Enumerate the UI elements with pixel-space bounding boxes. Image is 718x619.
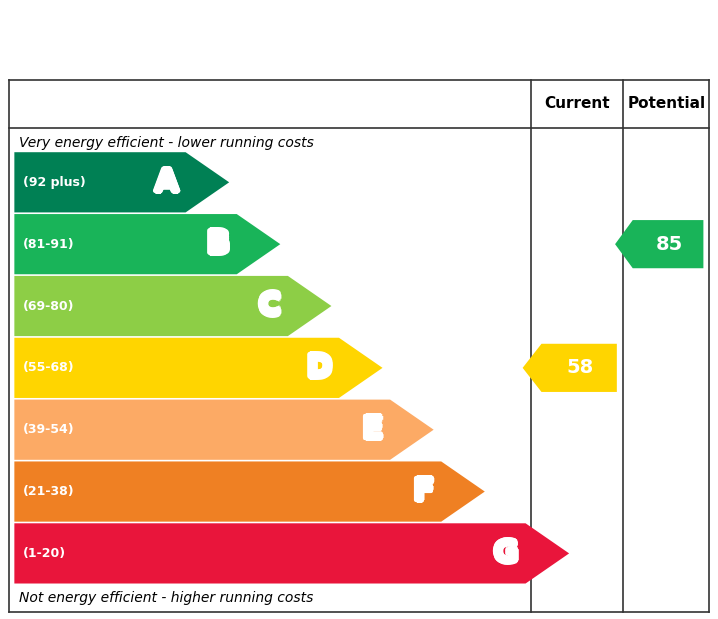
Text: E: E: [363, 417, 384, 446]
Text: C: C: [258, 295, 281, 324]
Text: F: F: [414, 477, 434, 506]
Text: F: F: [411, 477, 432, 506]
Text: F: F: [414, 474, 434, 503]
Text: 85: 85: [656, 235, 683, 254]
Text: D: D: [308, 351, 333, 380]
Text: Very energy efficient - lower running costs: Very energy efficient - lower running co…: [19, 136, 314, 150]
Text: A: A: [154, 170, 177, 199]
Text: C: C: [257, 293, 279, 322]
Text: A: A: [157, 166, 180, 194]
Text: C: C: [258, 292, 281, 321]
Polygon shape: [14, 214, 280, 274]
Text: E: E: [362, 415, 383, 444]
Text: E: E: [360, 415, 381, 444]
Text: F: F: [414, 480, 434, 509]
Text: D: D: [304, 353, 330, 383]
Text: A: A: [155, 168, 179, 197]
Text: B: B: [205, 227, 228, 256]
Polygon shape: [14, 152, 229, 212]
Text: F: F: [416, 477, 437, 506]
Text: G: G: [492, 541, 517, 570]
Text: (69-80): (69-80): [23, 300, 75, 313]
Text: C: C: [258, 288, 281, 317]
Text: B: B: [207, 233, 230, 262]
Text: B: B: [209, 230, 232, 259]
Text: A: A: [155, 171, 179, 200]
Text: (55-68): (55-68): [23, 361, 75, 374]
Text: (92 plus): (92 plus): [23, 176, 85, 189]
Text: B: B: [207, 227, 230, 256]
Text: Potential: Potential: [628, 96, 705, 111]
Text: E: E: [364, 415, 385, 444]
Polygon shape: [14, 523, 569, 584]
Polygon shape: [14, 400, 434, 460]
Text: (81-91): (81-91): [23, 238, 75, 251]
Text: 58: 58: [567, 358, 594, 378]
Text: A: A: [153, 168, 177, 197]
Text: Not energy efficient - higher running costs: Not energy efficient - higher running co…: [19, 591, 314, 605]
Text: Current: Current: [544, 96, 610, 111]
Text: D: D: [305, 355, 330, 384]
Text: G: G: [491, 539, 516, 568]
Text: C: C: [261, 292, 283, 321]
Text: G: G: [492, 537, 517, 566]
Polygon shape: [14, 276, 332, 336]
Text: B: B: [208, 232, 231, 261]
Text: F: F: [415, 479, 436, 508]
Text: G: G: [493, 542, 518, 571]
Text: G: G: [495, 539, 521, 568]
Text: G: G: [493, 539, 518, 568]
Text: G: G: [495, 537, 520, 566]
Text: D: D: [305, 351, 330, 380]
Text: B: B: [208, 227, 231, 256]
Text: (39-54): (39-54): [23, 423, 75, 436]
Text: D: D: [308, 355, 333, 384]
Text: (21-38): (21-38): [23, 485, 75, 498]
Text: D: D: [307, 353, 332, 383]
Polygon shape: [615, 220, 704, 268]
Text: (1-20): (1-20): [23, 547, 66, 560]
Text: A: A: [157, 170, 180, 199]
Text: D: D: [307, 350, 332, 379]
Text: A: A: [154, 166, 177, 194]
Text: G: G: [493, 535, 518, 565]
Text: C: C: [260, 289, 282, 318]
Text: B: B: [205, 232, 228, 261]
Text: Energy Efficiency Rating: Energy Efficiency Rating: [91, 17, 627, 56]
Text: C: C: [257, 289, 279, 318]
Text: B: B: [207, 230, 230, 259]
Text: E: E: [362, 412, 383, 441]
Text: A: A: [155, 165, 179, 194]
Text: F: F: [412, 475, 433, 504]
Text: E: E: [362, 418, 383, 448]
Text: B: B: [205, 230, 228, 259]
Text: E: E: [363, 413, 384, 442]
Polygon shape: [14, 338, 383, 398]
Text: A: A: [157, 168, 181, 197]
Polygon shape: [14, 461, 485, 522]
Text: E: E: [360, 417, 381, 446]
Text: D: D: [309, 353, 334, 383]
Text: C: C: [260, 293, 282, 322]
Text: C: C: [256, 292, 279, 321]
Polygon shape: [523, 344, 617, 392]
Text: F: F: [415, 475, 436, 504]
Text: D: D: [307, 357, 332, 386]
Text: F: F: [412, 479, 433, 508]
Text: E: E: [360, 413, 381, 442]
Text: G: G: [495, 541, 520, 570]
